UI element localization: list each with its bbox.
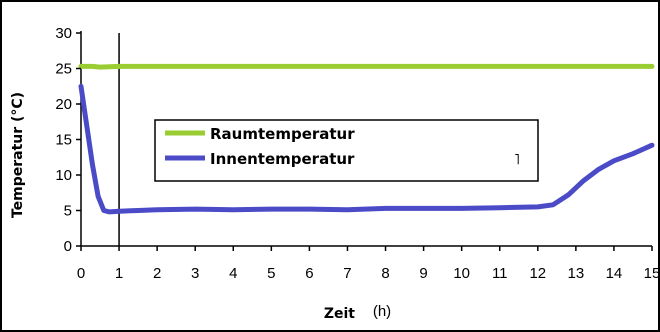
x-axis-title: Zeit	[324, 306, 355, 322]
x-tick-label-5: 5	[267, 265, 275, 282]
x-tick-label-12: 12	[529, 265, 546, 282]
x-tick-label-2: 2	[153, 265, 161, 282]
x-tick-label-0: 0	[77, 265, 85, 282]
legend-label-innentemperatur: Innentemperatur	[210, 150, 355, 168]
y-tick-label-25: 25	[55, 61, 72, 78]
x-tick-label-3: 3	[191, 265, 199, 282]
y-tick-label-10: 10	[55, 167, 72, 184]
y-tick-label-20: 20	[55, 96, 72, 113]
series-line-raumtemperatur	[78, 63, 655, 70]
x-axis-unit: (h)	[373, 303, 391, 320]
x-tick-label-6: 6	[305, 265, 313, 282]
legend-label-raumtemperatur: Raumtemperatur	[210, 125, 355, 143]
y-tick-label-30: 30	[55, 25, 72, 42]
x-tick-label-7: 7	[343, 265, 351, 282]
x-tick-label-8: 8	[381, 265, 389, 282]
x-tick-label-1: 1	[115, 265, 123, 282]
x-tick-label-13: 13	[568, 265, 585, 282]
y-tick-label-5: 5	[64, 203, 72, 220]
x-tick-label-9: 9	[419, 265, 427, 282]
x-tick-label-10: 10	[453, 265, 470, 282]
x-tick-label-4: 4	[229, 265, 237, 282]
y-axis-title: Temperatur (°C)	[10, 92, 26, 218]
legend: Raumtemperatur Innentemperatur ˥	[154, 119, 539, 182]
stray-mark: ˥	[514, 151, 520, 168]
x-tick-label-14: 14	[606, 265, 623, 282]
series-layer	[78, 63, 655, 215]
series-line-innentemperatur	[78, 83, 655, 215]
y-tick-label-15: 15	[55, 132, 72, 149]
x-tick-label-11: 11	[492, 265, 508, 282]
y-tick-label-0: 0	[64, 238, 72, 255]
legend-box	[154, 119, 539, 182]
x-tick-label-15: 15	[644, 265, 660, 282]
